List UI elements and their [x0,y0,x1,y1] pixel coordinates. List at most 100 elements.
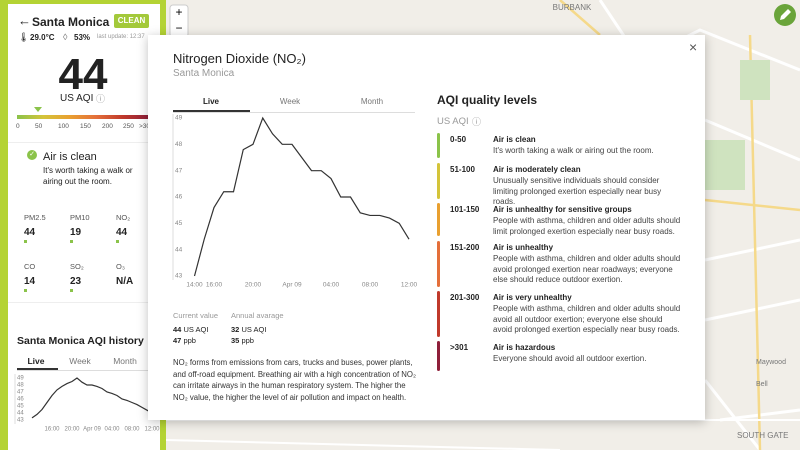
y-tick-label: 43 [17,418,24,424]
annual-ppb-unit: ppb [241,336,254,345]
annual-ppb: 35 [231,336,240,345]
y-tick-label: 48 [175,141,183,148]
status-text: It's worth taking a walk or airing out t… [43,166,133,186]
pollutant-value: N/A [116,276,134,287]
level-text: Unusually sensitive individuals should c… [493,176,662,206]
modal-title: Nitrogen Dioxide (NO₂) [173,51,306,66]
sidebar: ← Santa Monica CLEAN 🌡 29.0°C ◊ 53% last… [8,4,160,450]
y-tick-label: 47 [17,390,24,396]
scale-label: 200 [102,123,113,130]
x-tick-label: 04:00 [104,427,120,433]
history-title: Santa Monica AQI history [17,335,144,347]
y-tick-label: 45 [17,404,24,410]
level-text: People with asthma, children and older a… [493,216,681,236]
pollutant-value: 14 [24,276,36,287]
level-color [437,291,440,337]
pollutant-bar [24,240,27,243]
x-tick-label: 16:00 [206,282,223,289]
pollutant-bar [24,289,27,292]
x-tick-label: 20:00 [64,427,80,433]
zoom-in[interactable]: + [175,5,182,19]
y-tick-label: 46 [17,397,24,403]
pollutant-name: PM10 [70,213,90,222]
drop-icon: ◊ [63,32,68,42]
level-title: Air is clean [493,135,536,144]
x-tick-label: Apr 09 [83,427,101,433]
pollutant-name: NO₂ [116,213,131,222]
current-aqi-unit: US AQI [183,325,209,334]
pollutant-name: CO [24,262,36,271]
tab[interactable]: Month [113,356,137,366]
level-range: 0-50 [450,135,467,144]
level: >301 Air is hazardous Everyone should avoi… [437,341,707,371]
current-label: Current value [173,311,219,320]
annual-label: Annual avarage [231,311,284,320]
humidity: 53% [74,33,91,42]
y-tick-label: 48 [17,383,24,389]
info-icon[interactable]: ⓘ [472,117,482,127]
level-title: Air is hazardous [493,343,556,352]
level-range: 151-200 [450,243,480,252]
level-title: Air is unhealthy [493,243,554,252]
level-text: People with asthma, children and older a… [493,304,681,334]
map-label: Maywood [756,359,786,366]
status-icon: ✓ [27,150,37,160]
level-color [437,203,440,236]
info-icon[interactable]: ⓘ [96,94,106,104]
y-tick-label: 46 [175,194,183,201]
pollutant-value: 19 [70,227,82,238]
description: NO₂ forms from emissions from cars, truc… [173,358,416,402]
level-title: Air is moderately clean [493,165,581,174]
tab[interactable]: Live [202,97,219,106]
map-label: BURBANK [553,3,592,12]
tab[interactable]: Week [69,356,91,366]
pollutant-bar [70,289,73,292]
level-range: 51-100 [450,165,475,174]
modal: Nitrogen Dioxide (NO₂) Santa Monica × 43… [148,35,705,420]
no2-chart: 43 44 45 46 47 48 49 14:00 16:00 20:00 Apr 09 04:00… [172,114,418,289]
current-ppb: 47 [173,336,182,345]
y-tick-label: 49 [17,376,24,382]
scale-label: 250 [123,123,134,130]
scale-bar [17,115,149,119]
temperature: 29.0°C [30,33,55,42]
level-text: Everyone should avoid all outdoor exerti… [493,354,647,363]
annual-aqi-unit: US AQI [241,325,267,334]
level-range: >301 [450,343,469,352]
close-button[interactable]: × [689,39,698,55]
level: 51-100 Air is moderately clean Unusually s… [437,163,707,206]
level: 101-150 Air is unhealthy for sensitive gr… [437,203,707,236]
y-tick-label: 44 [17,411,24,417]
back-button[interactable]: ← [18,13,31,28]
y-tick-label: 44 [175,246,183,253]
level: 151-200 Air is unhealthy People with asthm… [437,241,707,287]
scale-label: 50 [35,123,43,130]
pollutant-value: 44 [116,227,128,238]
current-ppb-unit: ppb [183,336,196,345]
levels-title: AQI quality levels [437,93,538,107]
x-tick-label: 12:00 [144,427,160,433]
x-tick-label: Apr 09 [282,282,302,289]
x-tick-label: 08:00 [362,282,379,289]
pollutant-bar [70,240,73,243]
level-text: People with asthma, children and older a… [493,254,681,284]
badge: CLEAN [114,14,149,28]
aqi-value: 44 [58,50,108,99]
pollutant-name: PM2.5 [24,213,46,222]
x-tick-label: 20:00 [245,282,262,289]
y-tick-label: 43 [175,273,183,280]
level-color [437,341,440,371]
aqi-unit: US AQI [60,93,94,104]
tab[interactable]: Live [27,356,45,366]
city: Santa Monica [32,15,110,29]
level-title: Air is very unhealthy [493,293,572,302]
x-tick-label: 14:00 [186,282,203,289]
level-range: 101-150 [450,205,480,214]
level-color [437,133,440,158]
pollutant-value: 23 [70,276,82,287]
zoom-out[interactable]: − [175,21,182,35]
tab[interactable]: Week [279,97,301,106]
scale-label: 0 [16,123,20,130]
tab[interactable]: Month [360,97,384,106]
